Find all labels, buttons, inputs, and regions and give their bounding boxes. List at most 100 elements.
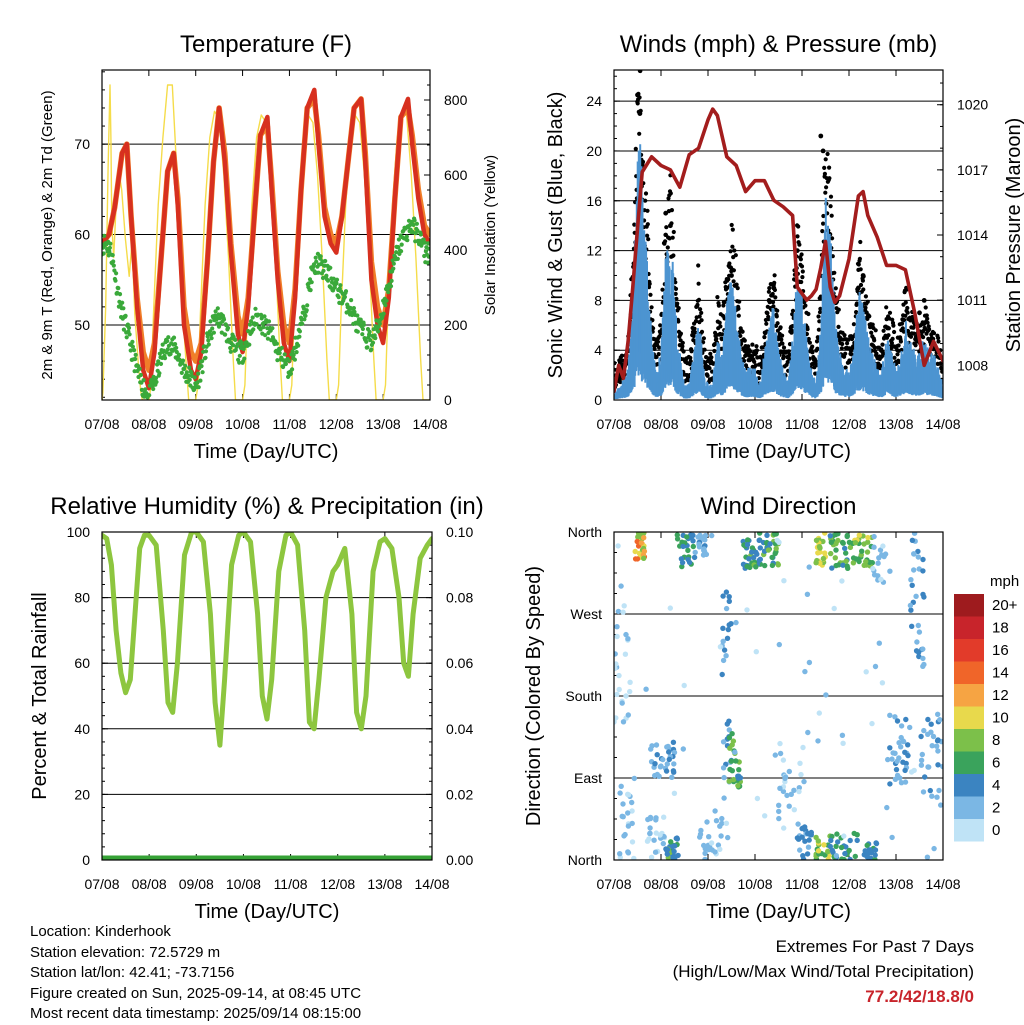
direction-point [825, 848, 831, 855]
gust-point [730, 227, 735, 232]
direction-point [920, 591, 926, 598]
dewpoint-point [133, 352, 138, 357]
winds-xtick-label: 11/08 [785, 416, 819, 432]
gust-point [775, 321, 780, 326]
direction-point [911, 551, 917, 557]
direction-point [863, 669, 869, 675]
direction-point [903, 716, 909, 723]
direction-point [660, 756, 666, 763]
dewpoint-point [399, 242, 404, 247]
gust-point [936, 339, 941, 344]
direction-point [664, 761, 670, 767]
gust-point [654, 354, 659, 360]
direction-point [614, 691, 620, 698]
direction-point [844, 533, 850, 540]
dewpoint-point [114, 271, 119, 276]
direction-point [754, 551, 760, 557]
direction-point [791, 807, 797, 813]
direction-point [724, 635, 731, 641]
gust-point [753, 363, 758, 368]
dewpoint-point [323, 258, 328, 264]
direction-point [654, 752, 660, 758]
dewpoint-point [242, 356, 247, 361]
direction-point [911, 532, 918, 536]
dewpoint-point [228, 349, 233, 354]
dewpoint-point [130, 344, 135, 349]
colorbar-label: 14 [992, 665, 1009, 682]
gust-point [722, 299, 728, 304]
direction-point [729, 731, 735, 737]
direction-point [772, 752, 778, 758]
station-elevation: Station elevation: 72.5729 m [30, 943, 221, 961]
gust-point [873, 328, 878, 333]
direction-point [925, 731, 931, 737]
colorbar-label: 0 [992, 822, 1000, 839]
direction-point [643, 686, 649, 692]
dewpoint-point [259, 312, 264, 317]
direction-point [697, 831, 704, 837]
dewpoint-point [183, 363, 188, 368]
winds-ytick-label: 20 [586, 143, 602, 159]
direction-point [728, 621, 734, 627]
dewpoint-point [116, 286, 121, 291]
direction-point [815, 550, 821, 556]
direction-point [616, 672, 622, 679]
dewpoint-point [405, 238, 410, 243]
dewpoint-point [384, 298, 389, 303]
direction-point [839, 732, 846, 738]
direction-point [834, 831, 840, 837]
direction-point [784, 792, 790, 799]
gust-point [822, 165, 827, 170]
gust-point [663, 239, 668, 244]
direction-point [726, 778, 732, 784]
direction-point [833, 843, 839, 849]
direction-point [614, 665, 618, 671]
direction-point [873, 840, 879, 846]
dewpoint-point [124, 335, 129, 340]
direction-point [678, 556, 685, 562]
direction-point [638, 540, 645, 546]
dewpoint-point [283, 361, 288, 367]
gust-point [905, 310, 910, 315]
gust-point [903, 313, 908, 318]
dewpoint-point [111, 263, 116, 268]
direction-ytick-label: North [568, 852, 602, 868]
gust-point [614, 361, 617, 366]
direction-point [929, 793, 935, 799]
dewpoint-point [128, 348, 133, 353]
direction-point [843, 550, 849, 556]
temperature-ytick-label: 70 [74, 136, 90, 152]
gust-point [814, 339, 820, 344]
dewpoint-point [192, 375, 197, 380]
direction-point [776, 808, 782, 815]
gust-point [827, 176, 832, 181]
colorbar-label: 2 [992, 800, 1000, 817]
dewpoint-point [365, 345, 370, 350]
direction-xtick-label: 10/08 [737, 876, 772, 892]
direction-point [663, 846, 669, 852]
gust-point [699, 318, 704, 323]
gust-point [817, 319, 822, 324]
gust-point [733, 253, 738, 258]
temperature-y2tick-label: 800 [444, 92, 468, 108]
dewpoint-point [297, 329, 302, 334]
direction-point [916, 653, 922, 660]
gust-point [854, 310, 859, 315]
dewpoint-point [237, 353, 242, 358]
direction-point [654, 771, 660, 778]
winds-xtick-label: 07/08 [596, 416, 631, 432]
gust-point [796, 224, 801, 229]
colorbar-swatch [954, 729, 984, 752]
gust-point [780, 341, 785, 346]
humidity-y2tick-label: 0.02 [446, 786, 473, 802]
gust-peak-point [635, 92, 640, 98]
direction-point [767, 541, 773, 547]
gust-point [807, 340, 813, 345]
direction-point [757, 532, 763, 536]
direction-point [842, 850, 848, 857]
direction-point [794, 835, 801, 841]
direction-point [908, 577, 914, 583]
gust-point [829, 213, 834, 218]
gust-point [618, 379, 623, 385]
direction-point [671, 848, 677, 855]
